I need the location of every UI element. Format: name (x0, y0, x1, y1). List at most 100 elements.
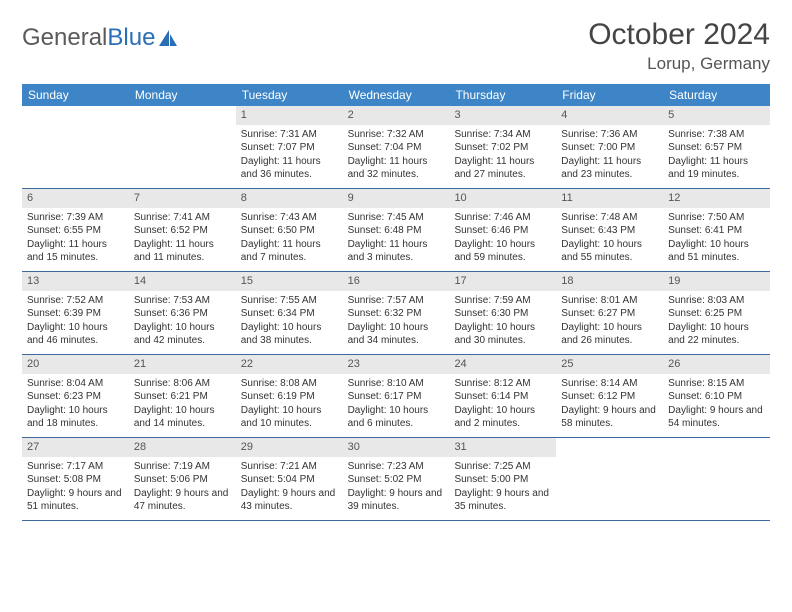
day-number: 17 (449, 272, 556, 291)
daylight-text: Daylight: 10 hours and 55 minutes. (561, 238, 658, 265)
day-body: Sunrise: 7:23 AMSunset: 5:02 PMDaylight:… (343, 460, 450, 518)
daylight-text: Daylight: 10 hours and 10 minutes. (241, 404, 338, 431)
day-number: 23 (343, 355, 450, 374)
day-number: 29 (236, 438, 343, 457)
brand-part2: Blue (107, 24, 155, 52)
day-number: 4 (556, 106, 663, 125)
day-cell: 19Sunrise: 8:03 AMSunset: 6:25 PMDayligh… (663, 272, 770, 354)
daylight-text: Daylight: 9 hours and 51 minutes. (27, 487, 124, 514)
daylight-text: Daylight: 11 hours and 3 minutes. (348, 238, 445, 265)
sunset-text: Sunset: 6:27 PM (561, 307, 658, 321)
day-number: 11 (556, 189, 663, 208)
daylight-text: Daylight: 10 hours and 46 minutes. (27, 321, 124, 348)
day-cell: 3Sunrise: 7:34 AMSunset: 7:02 PMDaylight… (449, 106, 556, 188)
day-cell: 29 Sunrise: 7:21 AMSunset: 5:04 PMDayligh… (236, 438, 343, 520)
day-cell: 22Sunrise: 8:08 AMSunset: 6:19 PMDayligh… (236, 355, 343, 437)
day-number: 3 (449, 106, 556, 125)
day-cell: 16Sunrise: 7:57 AMSunset: 6:32 PMDayligh… (343, 272, 450, 354)
sunset-text: Sunset: 5:06 PM (134, 473, 231, 487)
daylight-text: Daylight: 10 hours and 26 minutes. (561, 321, 658, 348)
daylight-text: Daylight: 10 hours and 6 minutes. (348, 404, 445, 431)
sunset-text: Sunset: 6:52 PM (134, 224, 231, 238)
dayhead-sat: Saturday (663, 84, 770, 106)
day-number: 7 (129, 189, 236, 208)
week-row: 6Sunrise: 7:39 AMSunset: 6:55 PMDaylight… (22, 189, 770, 272)
dayhead-thu: Thursday (449, 84, 556, 106)
day-body: Sunrise: 7:21 AMSunset: 5:04 PMDaylight:… (236, 460, 343, 518)
dayhead-mon: Monday (129, 84, 236, 106)
sunrise-text: Sunrise: 7:38 AM (668, 128, 765, 142)
day-body: Sunrise: 8:12 AMSunset: 6:14 PMDaylight:… (449, 377, 556, 435)
sunrise-text: Sunrise: 7:21 AM (241, 460, 338, 474)
day-body: Sunrise: 7:36 AMSunset: 7:00 PMDaylight:… (556, 128, 663, 186)
sunrise-text: Sunrise: 7:19 AM (134, 460, 231, 474)
day-number: 26 (663, 355, 770, 374)
daylight-text: Daylight: 9 hours and 43 minutes. (241, 487, 338, 514)
day-body: Sunrise: 7:25 AMSunset: 5:00 PMDaylight:… (449, 460, 556, 518)
sunrise-text: Sunrise: 7:48 AM (561, 211, 658, 225)
sunrise-text: Sunrise: 8:06 AM (134, 377, 231, 391)
sunrise-text: Sunrise: 7:17 AM (27, 460, 124, 474)
sunset-text: Sunset: 6:57 PM (668, 141, 765, 155)
sunset-text: Sunset: 6:46 PM (454, 224, 551, 238)
dayhead-tue: Tuesday (236, 84, 343, 106)
sunrise-text: Sunrise: 7:59 AM (454, 294, 551, 308)
day-cell: 15Sunrise: 7:55 AMSunset: 6:34 PMDayligh… (236, 272, 343, 354)
sunset-text: Sunset: 6:34 PM (241, 307, 338, 321)
day-number: 14 (129, 272, 236, 291)
day-cell: 5 Sunrise: 7:38 AMSunset: 6:57 PMDaylight… (663, 106, 770, 188)
day-cell: 13Sunrise: 7:52 AMSunset: 6:39 PMDayligh… (22, 272, 129, 354)
day-body: Sunrise: 8:10 AMSunset: 6:17 PMDaylight:… (343, 377, 450, 435)
day-body: Sunrise: 7:55 AMSunset: 6:34 PMDaylight:… (236, 294, 343, 352)
daylight-text: Daylight: 10 hours and 42 minutes. (134, 321, 231, 348)
day-cell: 4 Sunrise: 7:36 AMSunset: 7:00 PMDaylight… (556, 106, 663, 188)
daylight-text: Daylight: 10 hours and 18 minutes. (27, 404, 124, 431)
weeks-container: 1Sunrise: 7:31 AMSunset: 7:07 PMDaylight… (22, 106, 770, 521)
day-number: 5 (663, 106, 770, 125)
sunrise-text: Sunrise: 7:53 AM (134, 294, 231, 308)
week-row: 20Sunrise: 8:04 AMSunset: 6:23 PMDayligh… (22, 355, 770, 438)
day-cell (556, 438, 663, 520)
day-body: Sunrise: 7:17 AMSunset: 5:08 PMDaylight:… (22, 460, 129, 518)
sunrise-text: Sunrise: 7:25 AM (454, 460, 551, 474)
day-number: 24 (449, 355, 556, 374)
day-headers-row: Sunday Monday Tuesday Wednesday Thursday… (22, 84, 770, 106)
daylight-text: Daylight: 11 hours and 19 minutes. (668, 155, 765, 182)
sunrise-text: Sunrise: 7:50 AM (668, 211, 765, 225)
day-cell: 24 Sunrise: 8:12 AMSunset: 6:14 PMDayligh… (449, 355, 556, 437)
day-body: Sunrise: 7:19 AMSunset: 5:06 PMDaylight:… (129, 460, 236, 518)
day-cell: 7Sunrise: 7:41 AMSunset: 6:52 PMDaylight… (129, 189, 236, 271)
sunset-text: Sunset: 6:19 PM (241, 390, 338, 404)
sunset-text: Sunset: 6:30 PM (454, 307, 551, 321)
month-title: October 2024 (588, 18, 770, 52)
sunset-text: Sunset: 6:12 PM (561, 390, 658, 404)
sunrise-text: Sunrise: 7:36 AM (561, 128, 658, 142)
day-body: Sunrise: 7:31 AMSunset: 7:07 PMDaylight:… (236, 128, 343, 186)
sunset-text: Sunset: 6:32 PM (348, 307, 445, 321)
day-cell: 2Sunrise: 7:32 AMSunset: 7:04 PMDaylight… (343, 106, 450, 188)
dayhead-fri: Friday (556, 84, 663, 106)
daylight-text: Daylight: 11 hours and 15 minutes. (27, 238, 124, 265)
day-cell: 27 Sunrise: 7:17 AMSunset: 5:08 PMDayligh… (22, 438, 129, 520)
day-body: Sunrise: 8:03 AMSunset: 6:25 PMDaylight:… (663, 294, 770, 352)
location-label: Lorup, Germany (588, 54, 770, 74)
sunset-text: Sunset: 6:17 PM (348, 390, 445, 404)
sunrise-text: Sunrise: 7:41 AM (134, 211, 231, 225)
day-body: Sunrise: 8:04 AMSunset: 6:23 PMDaylight:… (22, 377, 129, 435)
day-body: Sunrise: 8:14 AMSunset: 6:12 PMDaylight:… (556, 377, 663, 435)
day-number: 13 (22, 272, 129, 291)
sunset-text: Sunset: 5:08 PM (27, 473, 124, 487)
sunset-text: Sunset: 6:23 PM (27, 390, 124, 404)
sunrise-text: Sunrise: 8:03 AM (668, 294, 765, 308)
header: GeneralBlue October 2024 Lorup, Germany (22, 18, 770, 74)
daylight-text: Daylight: 10 hours and 14 minutes. (134, 404, 231, 431)
day-number: 27 (22, 438, 129, 457)
day-cell (663, 438, 770, 520)
sunset-text: Sunset: 5:04 PM (241, 473, 338, 487)
sunset-text: Sunset: 6:21 PM (134, 390, 231, 404)
day-cell: 28Sunrise: 7:19 AMSunset: 5:06 PMDayligh… (129, 438, 236, 520)
daylight-text: Daylight: 9 hours and 47 minutes. (134, 487, 231, 514)
day-cell: 25Sunrise: 8:14 AMSunset: 6:12 PMDayligh… (556, 355, 663, 437)
daylight-text: Daylight: 9 hours and 39 minutes. (348, 487, 445, 514)
daylight-text: Daylight: 10 hours and 2 minutes. (454, 404, 551, 431)
